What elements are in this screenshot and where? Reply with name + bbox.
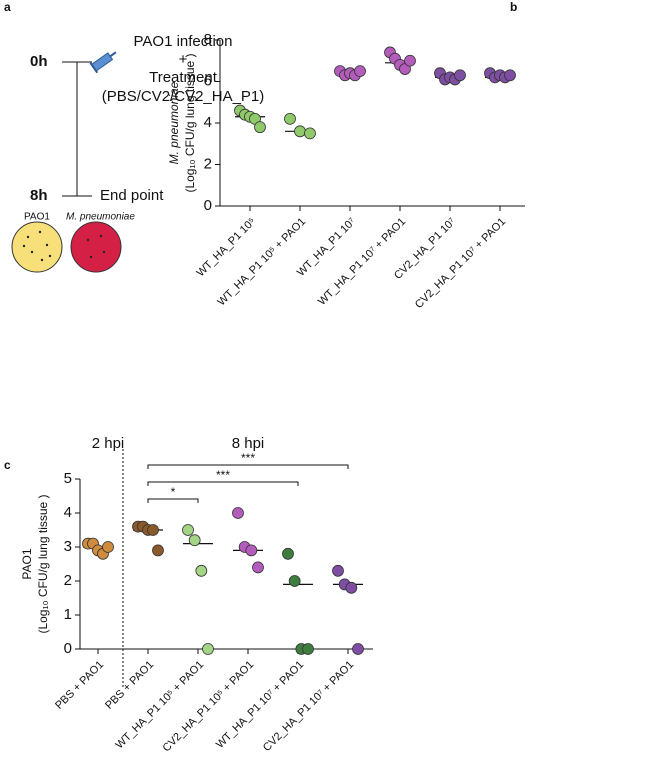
colony-dots	[22, 230, 106, 262]
plate-label: M. pneumoniae	[66, 212, 135, 223]
data-point	[188, 534, 201, 547]
y-tick-label: 2	[64, 572, 72, 589]
y-tick-label: 6	[204, 72, 212, 89]
significance-label: ***	[216, 468, 230, 482]
data-point	[332, 564, 344, 577]
x-tick-label: WT_HA_P1 10⁷ + PAO1	[316, 216, 408, 308]
y-axis-label: PAO1	[20, 548, 34, 579]
data-point	[232, 507, 244, 519]
x-tick-label: CV2_HA_P1 10⁵ + PAO1	[161, 659, 257, 755]
y-tick-label: 0	[64, 640, 72, 657]
significance-bracket	[147, 481, 299, 486]
data-point	[202, 643, 214, 655]
group-label: 8 hpi	[232, 435, 265, 452]
diagram-text: Treatment	[149, 69, 218, 86]
y-tick-label: 5	[64, 470, 72, 487]
data-point	[354, 65, 366, 78]
data-point	[195, 564, 208, 577]
y-tick-label: 4	[204, 114, 212, 131]
data-point	[284, 112, 296, 125]
data-point	[345, 581, 358, 594]
diagram-text: End point	[100, 187, 164, 204]
significance-bracket	[147, 498, 199, 503]
significance-bracket	[147, 464, 349, 469]
diagram: a 0h 8h PAO1 infection + Treatment (PBS/…	[4, 0, 265, 273]
y-tick-label: 4	[64, 504, 72, 521]
time-label: 0h	[30, 53, 48, 70]
data-point	[504, 69, 516, 82]
y-axis-label: (Log₁₀ CFU/g lung tissue )	[36, 494, 50, 633]
x-tick-label: PBS + PAO1	[103, 659, 156, 712]
data-point	[294, 125, 306, 138]
data-point	[302, 643, 314, 655]
data-point	[404, 54, 416, 67]
diagram-text: +	[179, 51, 188, 68]
y-tick-label: 3	[64, 538, 72, 555]
x-tick-label: WT_HA_P1 10⁵ + PAO1	[216, 216, 309, 309]
panel-label: a	[4, 0, 11, 14]
plate	[11, 221, 63, 273]
data-point	[152, 544, 164, 557]
data-point	[182, 524, 194, 536]
x-tick-label: WT_HA_P1 10⁵ + PAO1	[114, 659, 207, 752]
data-point	[254, 121, 266, 134]
panel-label: b	[510, 0, 517, 14]
significance-label: ***	[241, 451, 255, 465]
data-point	[352, 643, 364, 655]
y-tick-label: 0	[204, 197, 212, 214]
time-label: 8h	[30, 187, 48, 204]
data-point	[102, 541, 114, 553]
y-tick-label: 2	[204, 155, 212, 172]
y-axis-label: (Log₁₀ CFU/g lung tissue )	[183, 53, 197, 192]
x-tick-label: CV2_HA_P1 10⁷ + PAO1	[413, 216, 508, 311]
diagram-text: (PBS/CV2/CV2_HA_P1)	[102, 88, 265, 105]
diagram-text: PAO1 infection	[134, 33, 233, 50]
y-tick-label: 1	[64, 606, 72, 623]
data-point	[304, 127, 316, 140]
data-point	[147, 524, 159, 536]
y-axis-label: M. pneumoniae	[167, 81, 181, 164]
x-tick-label: PBS + PAO1	[53, 659, 106, 712]
data-point	[252, 561, 264, 574]
syringe-icon	[89, 51, 117, 74]
x-tick-label: WT_HA_P1 10⁷ + PAO1	[214, 659, 306, 751]
y-tick-label: 8	[204, 31, 212, 48]
x-tick-label: CV2_HA_P1 10⁷ + PAO1	[261, 659, 356, 754]
panel-label: c	[4, 458, 11, 472]
group-label: 2 hpi	[92, 435, 125, 452]
data-point	[288, 575, 301, 587]
data-point	[282, 547, 294, 560]
plate-label: PAO1	[24, 212, 50, 223]
data-point	[245, 544, 258, 557]
data-point	[454, 69, 466, 82]
plate	[70, 221, 122, 273]
significance-label: *	[171, 485, 176, 499]
